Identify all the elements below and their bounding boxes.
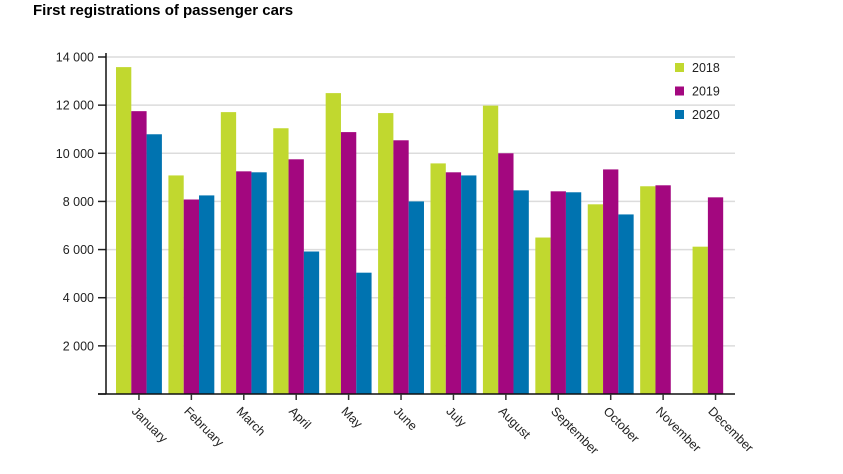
x-tick-label: February: [181, 404, 227, 450]
bar-2018-december: [692, 246, 708, 394]
bar-2018-june: [378, 113, 394, 394]
bar-2020-october: [618, 214, 634, 394]
y-tick-label: 12 000: [56, 99, 94, 113]
bar-2018-september: [535, 237, 551, 394]
y-tick-label: 14 000: [56, 51, 94, 65]
chart-title: First registrations of passenger cars: [33, 2, 294, 19]
x-tick-label: October: [601, 404, 642, 445]
y-tick-label: 10 000: [56, 147, 94, 161]
y-tick-label: 4 000: [63, 291, 94, 305]
x-tick-label: March: [234, 404, 268, 438]
bar-2019-september: [550, 191, 566, 394]
bar-2020-september: [565, 192, 582, 394]
y-tick-label: 2 000: [63, 339, 94, 353]
x-tick-label: December: [705, 404, 756, 455]
legend-label-2019: 2019: [692, 85, 720, 99]
bar-2020-january: [146, 134, 162, 394]
bar-2018-january: [116, 67, 132, 395]
x-tick-label: April: [286, 404, 314, 432]
bar-2018-august: [482, 105, 499, 395]
x-tick-label: July: [443, 404, 469, 430]
bar-2019-january: [131, 111, 147, 395]
bar-2019-august: [498, 153, 514, 394]
x-tick-label: June: [391, 404, 420, 433]
bar-2020-july: [461, 175, 477, 394]
bar-2019-february: [183, 199, 200, 394]
bar-2020-august: [513, 190, 529, 394]
bar-2020-february: [199, 195, 215, 394]
bar-2019-october: [603, 169, 619, 394]
legend-swatch-2018: [675, 63, 684, 72]
bar-2018-february: [168, 175, 184, 394]
bar-2019-july: [445, 172, 462, 394]
legend-swatch-2020: [675, 110, 684, 119]
bar-2019-december: [707, 197, 724, 394]
axes: [98, 53, 735, 400]
bar-2020-april: [303, 251, 320, 394]
bar-2019-april: [288, 159, 304, 394]
legend-swatch-2019: [675, 86, 684, 96]
bar-2019-may: [340, 132, 357, 395]
bar-2018-july: [430, 163, 446, 394]
y-tick-labels: 2 000 4 000 6 000 8 000 10 000 12 000 14 000: [56, 51, 94, 354]
y-tick-label: 8 000: [63, 195, 94, 209]
x-tick-labels: January February March April May June July Augu…: [129, 404, 756, 457]
bar-2020-march: [251, 172, 267, 394]
bar-2019-november: [655, 185, 671, 394]
legend-label-2020: 2020: [692, 108, 720, 122]
bars: [116, 67, 724, 395]
bar-2020-may: [356, 272, 372, 394]
bar-2018-april: [273, 128, 289, 394]
x-tick-label: January: [129, 404, 171, 446]
legend: 2018 2019 2020: [675, 61, 720, 122]
bar-2019-june: [393, 140, 409, 394]
bar-2018-march: [220, 112, 237, 395]
bar-2018-may: [325, 93, 341, 394]
bar-2020-june: [408, 201, 424, 394]
x-tick-label: November: [653, 404, 704, 455]
bar-2018-november: [640, 186, 656, 394]
bar-2018-october: [587, 204, 604, 394]
legend-label-2018: 2018: [692, 61, 720, 75]
x-tick-label: September: [548, 404, 601, 457]
y-tick-label: 6 000: [63, 243, 94, 257]
bar-2019-march: [236, 171, 252, 394]
x-tick-label: May: [338, 404, 365, 431]
x-tick-label: August: [496, 404, 534, 442]
